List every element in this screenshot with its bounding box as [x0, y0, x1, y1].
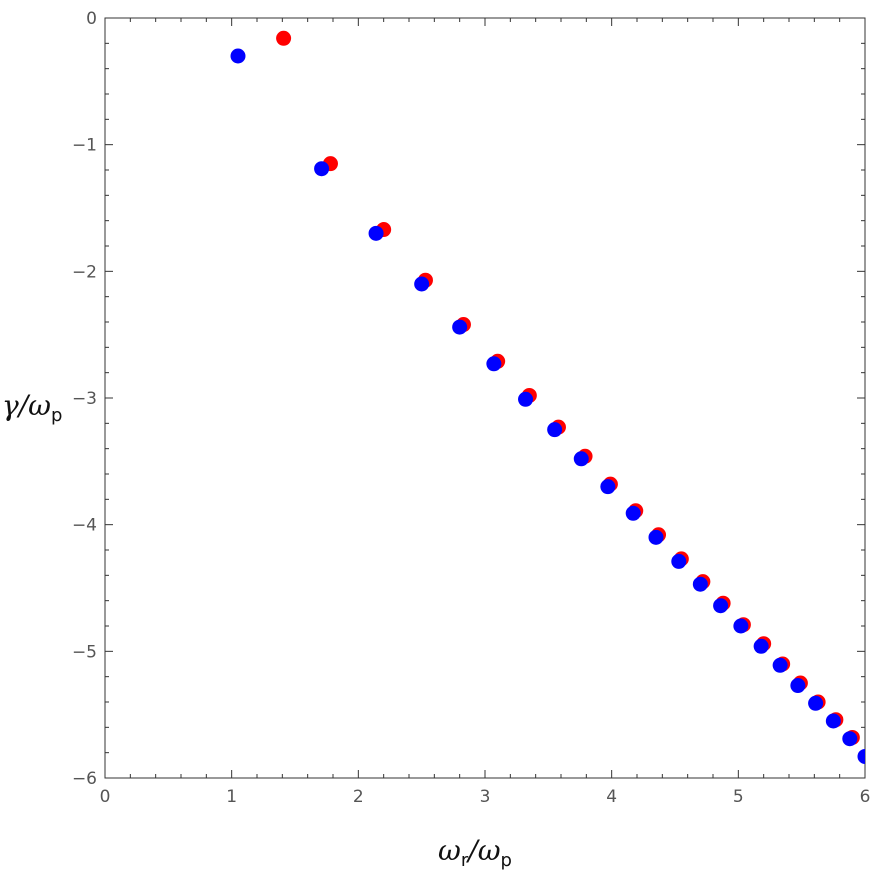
x-tick-label: 6	[860, 787, 871, 807]
blue-data-point	[825, 713, 841, 729]
blue-data-point	[842, 731, 858, 747]
blue-data-point	[625, 505, 641, 521]
blue-data-point	[790, 678, 806, 694]
blue-data-point	[733, 618, 749, 634]
blue-data-point	[713, 598, 729, 614]
y-tick-label: −4	[72, 516, 97, 536]
x-tick-label: 0	[100, 787, 111, 807]
x-tick-label: 2	[353, 787, 364, 807]
blue-data-point	[547, 422, 563, 438]
x-tick-label: 3	[480, 787, 491, 807]
y-tick-label: −5	[72, 642, 97, 662]
blue-data-point	[368, 225, 384, 241]
blue-data-point	[600, 479, 616, 495]
x-tick-label: 4	[606, 787, 617, 807]
blue-data-point	[414, 276, 430, 292]
blue-data-point	[230, 48, 246, 64]
blue-data-point	[452, 319, 468, 335]
y-tick-label: −1	[72, 136, 97, 156]
x-tick-label: 1	[226, 787, 237, 807]
blue-data-point	[518, 391, 534, 407]
y-tick-label: 0	[86, 9, 97, 29]
y-tick-label: −6	[72, 769, 97, 789]
blue-data-point	[753, 638, 769, 654]
x-axis-label: ωr/ωp	[438, 834, 512, 871]
blue-data-point	[486, 356, 502, 372]
blue-data-point	[772, 657, 788, 673]
blue-data-point	[671, 553, 687, 569]
blue-data-point	[314, 161, 330, 177]
red-data-point	[276, 30, 292, 46]
data-points-group	[230, 30, 865, 764]
y-axis-label: γ/ωp	[2, 389, 62, 426]
tick-labels-group: 0 1 2 3 4 5 6 0 −1 −2 −3 −4 −5 −6	[72, 9, 870, 807]
x-tick-label: 5	[733, 787, 744, 807]
blue-data-point	[573, 451, 589, 467]
y-tick-label: −2	[72, 262, 97, 282]
blue-data-point	[857, 748, 865, 764]
blue-data-point	[648, 529, 664, 545]
blue-data-point	[692, 576, 708, 592]
blue-data-point	[808, 695, 824, 711]
y-tick-label: −3	[72, 389, 97, 409]
ticks-group	[104, 17, 866, 779]
plot-frame	[104, 17, 866, 779]
